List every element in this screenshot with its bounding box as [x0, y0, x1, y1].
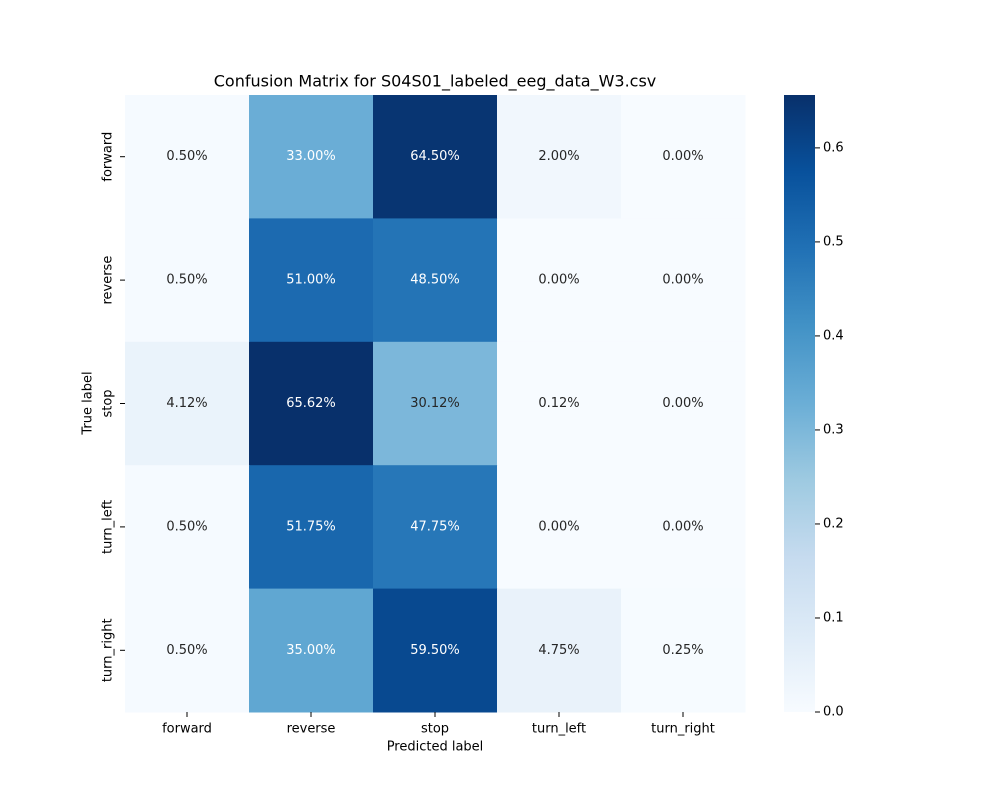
heatmap-cell	[373, 465, 498, 590]
heatmap-cell	[621, 465, 746, 590]
y-tick-label: turn_right	[101, 618, 116, 682]
heatmap-cell	[249, 95, 374, 219]
x-tick-label: turn_right	[651, 722, 715, 737]
colorbar-tick-label: 0.3	[823, 422, 844, 437]
cell-label: 59.50%	[410, 643, 460, 658]
x-tick-label: stop	[421, 722, 449, 737]
heatmap-cell	[125, 218, 250, 343]
y-tick-label: reverse	[101, 256, 116, 305]
heatmap-cell	[249, 465, 374, 590]
x-axis-label: Predicted label	[387, 740, 484, 755]
cell-label: 2.00%	[538, 149, 579, 164]
cell-label: 4.12%	[166, 396, 207, 411]
chart-title: Confusion Matrix for S04S01_labeled_eeg_…	[214, 72, 657, 92]
colorbar-tick-label: 0.0	[823, 705, 844, 720]
cell-label: 33.00%	[286, 149, 336, 164]
cell-label: 0.00%	[538, 273, 579, 288]
cell-label: 0.50%	[166, 273, 207, 288]
colorbar	[784, 95, 815, 712]
cell-label: 35.00%	[286, 643, 336, 658]
heatmap-cell	[125, 588, 250, 713]
y-tick-label: forward	[101, 132, 116, 182]
heatmap-cell	[621, 341, 746, 466]
x-tick-label: reverse	[287, 722, 336, 737]
cell-label: 0.25%	[662, 643, 703, 658]
heatmap-cell	[497, 465, 622, 590]
heatmap-cell	[249, 218, 374, 343]
cell-label: 0.12%	[538, 396, 579, 411]
cell-label: 48.50%	[410, 273, 460, 288]
cell-label: 51.00%	[286, 273, 336, 288]
heatmap-cell	[249, 588, 374, 713]
cell-label: 0.50%	[166, 149, 207, 164]
heatmap-cell	[125, 341, 250, 466]
colorbar-tick-label: 0.6	[823, 140, 844, 155]
cell-label: 0.00%	[662, 273, 703, 288]
y-tick-label: stop	[101, 389, 116, 417]
cell-label: 0.00%	[662, 519, 703, 534]
heatmap-cell	[373, 341, 498, 466]
cell-label: 0.00%	[662, 149, 703, 164]
heatmap-cell	[373, 95, 498, 219]
cell-label: 30.12%	[410, 396, 460, 411]
x-tick-label: turn_left	[532, 722, 586, 737]
cell-label: 65.62%	[286, 396, 336, 411]
heatmap-cell	[125, 95, 250, 219]
x-tick-label: forward	[162, 722, 212, 737]
heatmap-cell	[621, 218, 746, 343]
heatmap-cell	[497, 95, 622, 219]
cell-label: 64.50%	[410, 149, 460, 164]
heatmap-cell	[497, 341, 622, 466]
heatmap-cell	[621, 95, 746, 219]
heatmap-cell	[373, 218, 498, 343]
cell-label: 0.00%	[538, 519, 579, 534]
heatmap-cell	[621, 588, 746, 713]
colorbar-tick-label: 0.1	[823, 610, 844, 625]
cell-label: 0.50%	[166, 519, 207, 534]
heatmap-cell	[373, 588, 498, 713]
heatmap-cell	[497, 588, 622, 713]
colorbar-tick-label: 0.4	[823, 328, 844, 343]
cell-label: 0.50%	[166, 643, 207, 658]
colorbar-tick-label: 0.2	[823, 516, 844, 531]
heatmap-cell	[125, 465, 250, 590]
cell-label: 4.75%	[538, 643, 579, 658]
cell-label: 0.00%	[662, 396, 703, 411]
y-axis-label: True label	[81, 371, 96, 435]
cell-label: 51.75%	[286, 519, 336, 534]
cell-label: 47.75%	[410, 519, 460, 534]
y-tick-label: turn_left	[101, 500, 116, 554]
heatmap-cell	[497, 218, 622, 343]
heatmap-cell	[249, 341, 374, 466]
colorbar-tick-label: 0.5	[823, 234, 844, 249]
